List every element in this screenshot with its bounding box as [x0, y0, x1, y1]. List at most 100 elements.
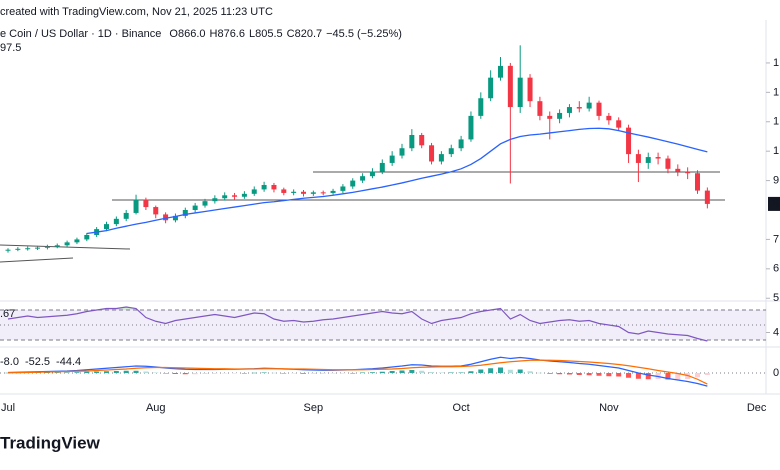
ohlc-legend: −45.5 (−5.25%) — [326, 28, 402, 40]
macd-histogram-bar — [104, 371, 109, 373]
y-tick-label: 1 — [773, 116, 779, 128]
ohlc-legend: 820.7 — [295, 28, 323, 40]
candle-body — [15, 248, 21, 250]
macd-histogram-bar — [163, 373, 169, 374]
ohlc-legend: 866.0 — [178, 28, 206, 40]
candle-body — [5, 249, 11, 251]
macd-histogram-bar — [635, 373, 641, 379]
ohlc-legend: C — [287, 28, 295, 40]
candle-body — [310, 192, 316, 194]
candle-body — [419, 135, 425, 146]
candle-body — [202, 201, 208, 206]
ohlc-legend: H — [210, 28, 218, 40]
x-tick-label: Oct — [453, 402, 470, 414]
macd-histogram-bar — [586, 373, 592, 376]
candle-body — [330, 190, 336, 193]
macd-histogram-bar — [44, 372, 50, 373]
x-tick-label: Aug — [146, 402, 166, 414]
candle-body — [261, 185, 267, 190]
candle-body — [458, 139, 464, 149]
candle-body — [389, 155, 395, 163]
candle-body — [251, 189, 257, 194]
candle-body — [232, 195, 238, 197]
macd-histogram-bar — [212, 373, 218, 374]
macd-histogram-bar — [94, 371, 100, 373]
macd-histogram-bar — [665, 373, 671, 380]
macd-histogram-bar — [84, 371, 90, 373]
candle-body — [320, 192, 326, 194]
candle-body — [104, 224, 109, 230]
macd-histogram-bar — [271, 372, 277, 374]
macd-histogram-bar — [123, 370, 129, 373]
candle-body — [153, 207, 159, 215]
macd-histogram-bar — [202, 373, 208, 374]
macd-histogram-bar — [320, 373, 326, 374]
macd-histogram-bar — [517, 369, 523, 373]
macd-histogram-bar — [54, 372, 60, 373]
price-label-box — [768, 196, 780, 211]
candle-body — [133, 199, 139, 213]
macd-histogram-bar — [369, 372, 375, 373]
candle-body — [113, 218, 119, 225]
candle-body — [379, 162, 385, 172]
macd-histogram-bar — [704, 373, 710, 375]
macd-histogram-bar — [448, 372, 454, 373]
macd-histogram-bar — [301, 373, 306, 374]
macd-histogram-bar — [340, 373, 346, 374]
y-tick-label: 1 — [773, 86, 779, 98]
y-tick-label: 5 — [773, 292, 779, 304]
candle-body — [645, 157, 651, 163]
candle-body — [44, 246, 50, 248]
macd-histogram-bar — [379, 371, 385, 373]
candle-body — [576, 107, 582, 109]
candle-body — [438, 154, 444, 162]
candle-body — [360, 176, 366, 181]
macd-histogram-bar — [113, 371, 119, 373]
macd-histogram-bar — [626, 373, 632, 378]
macd-histogram-bar — [596, 373, 602, 376]
candle-body — [665, 158, 671, 169]
candle-body — [54, 245, 60, 247]
candle-body — [241, 193, 247, 197]
y-tick-label: 0 — [773, 367, 779, 379]
macd-histogram-bar — [232, 373, 238, 374]
candle-body — [281, 189, 287, 193]
y-tick-label: 7 — [773, 233, 779, 245]
macd-line — [7, 356, 708, 387]
y-tick-label: 1 — [773, 145, 779, 157]
rsi-line — [7, 306, 708, 342]
candle-body — [212, 198, 218, 202]
candle-body — [35, 247, 41, 249]
ohlc-legend: 876.6 — [217, 28, 245, 40]
macd-histogram-bar — [419, 370, 425, 373]
macd-histogram-bar — [458, 372, 464, 373]
candle-body — [635, 154, 641, 163]
macd-histogram-bar — [498, 367, 503, 373]
price-label: 8 — [773, 198, 779, 210]
macd-histogram-bar — [478, 369, 484, 373]
macd-histogram-bar — [429, 372, 435, 373]
macd-histogram-bar — [291, 373, 297, 374]
candle-body — [172, 215, 178, 221]
candle-body — [655, 157, 661, 159]
macd-histogram-bar — [557, 373, 563, 375]
candle-body — [163, 214, 169, 221]
candle-body — [123, 212, 129, 219]
moving-average-line — [86, 127, 708, 235]
x-tick-label: Dec — [747, 402, 767, 414]
macd-histogram-bar — [389, 371, 395, 373]
candle-body — [547, 115, 553, 119]
macd-histogram-bar — [547, 373, 553, 374]
macd-histogram-bar — [645, 373, 651, 380]
candle-body — [143, 199, 149, 208]
signal-line — [7, 359, 708, 385]
candle-body — [675, 168, 681, 172]
macd-histogram-bar — [438, 372, 444, 373]
candle-body — [301, 191, 306, 194]
macd-histogram-bar — [695, 373, 700, 378]
candle-body — [429, 145, 435, 162]
candle-body — [606, 115, 612, 121]
macd-histogram-bar — [241, 373, 247, 374]
y-tick-label: 6 — [773, 263, 779, 275]
